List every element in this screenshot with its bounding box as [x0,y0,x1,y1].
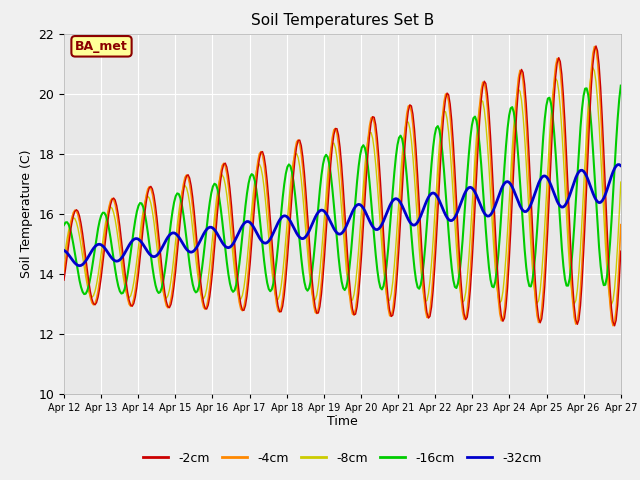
Text: BA_met: BA_met [75,40,128,53]
Y-axis label: Soil Temperature (C): Soil Temperature (C) [20,149,33,278]
X-axis label: Time: Time [327,415,358,429]
Legend: -2cm, -4cm, -8cm, -16cm, -32cm: -2cm, -4cm, -8cm, -16cm, -32cm [138,447,547,469]
Title: Soil Temperatures Set B: Soil Temperatures Set B [251,13,434,28]
